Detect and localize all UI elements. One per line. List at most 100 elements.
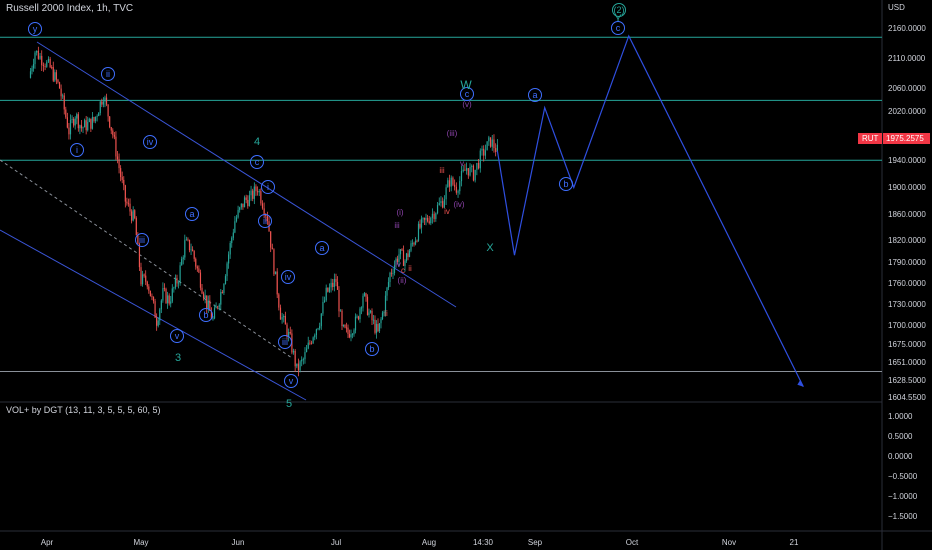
candle-body [289,332,291,334]
candle-body [173,287,175,289]
candle-body [428,221,430,224]
candle-body [330,282,332,288]
wave-label: X [486,242,494,254]
price-tick-label: 1900.0000 [888,183,926,192]
candle-body [146,281,148,287]
candle-body [374,319,376,333]
candle-body [93,117,95,122]
wave-label: iv [395,260,401,269]
wave-label: v [289,376,294,386]
candle-body [79,125,81,129]
candle-body [472,165,475,181]
candle-body [384,295,387,313]
candle-body [231,237,233,244]
candle-body [447,180,449,188]
candle-body [66,117,68,128]
candle-body [338,289,340,312]
candle-body [166,295,169,304]
candle-body [250,190,252,196]
candle-body [212,318,214,320]
candle-body [217,306,219,308]
candle-body [149,290,151,297]
candle-body [307,342,309,349]
candle-body [47,58,50,62]
candle-body [363,293,366,296]
channel-lower-line [0,229,307,401]
volume-tick-label: −1.5000 [888,512,918,521]
price-tick-label: 1790.0000 [888,258,926,267]
wave-label: (2) [614,5,625,15]
candle-body [68,127,70,135]
candle-body [455,186,457,193]
candle-body [356,316,358,318]
wave-label: 4 [254,136,260,148]
wave-label: i [76,145,78,155]
candle-body [483,148,485,156]
candle-body [60,88,62,97]
candle-body [207,300,209,309]
candle-body [344,324,346,328]
candle-body [292,350,295,353]
price-candles [29,46,498,377]
volume-tick-label: 1.0000 [888,412,913,421]
candle-body [223,283,225,294]
candle-body [235,217,238,222]
candle-body [159,309,161,321]
time-tick-label: Apr [41,538,54,547]
candle-body [77,114,79,129]
candle-body [192,249,194,252]
candle-body [284,315,286,325]
candle-body [131,211,133,221]
candle-body [347,327,349,335]
candle-body [232,232,234,238]
candle-body [137,235,139,244]
price-tick-label: 2020.0000 [888,107,926,116]
wave-label: iv [147,137,154,147]
wave-label: v [175,331,180,341]
candle-body [297,363,300,371]
candle-body [299,361,301,371]
candle-body [466,168,468,171]
candle-body [454,184,456,187]
wave-label: (iv) [453,200,464,209]
candle-body [423,217,426,220]
candle-body [247,199,249,207]
wave-label-ring [365,342,379,356]
candle-body [353,330,355,335]
candle-body [402,250,405,266]
candle-body [381,312,384,320]
candle-body [372,319,375,321]
candle-body [182,257,184,259]
candle-body [156,317,158,326]
candle-body [187,239,189,241]
candle-body [252,190,254,199]
candle-body [286,324,288,337]
wave-label-ring [135,233,149,247]
current-price-value: 1975.2575 [886,134,924,143]
candle-body [257,191,259,193]
candle-body [393,265,396,274]
price-axis-ticks: 2160.0000 2110.0000 2060.0000 2020.0000 1940… [888,24,926,402]
candle-body [171,288,173,302]
time-tick-label: 14:30 [473,538,494,547]
candle-body [274,271,277,275]
wave-label-ring [170,329,184,343]
candle-body [39,55,41,59]
candle-body [109,116,111,128]
candle-body [195,258,197,267]
candle-body [116,156,119,160]
candle-body [157,320,159,326]
candle-body [115,136,117,157]
candle-body [110,127,112,131]
wave-label-ring [278,335,292,349]
candle-body [84,120,86,128]
wave-label: c [616,23,621,33]
wave-label-ring [261,180,275,194]
candle-body [37,50,39,59]
candle-body [174,278,177,288]
candle-body [493,139,495,149]
candle-body [74,118,76,126]
candle-body [341,310,343,327]
candle-body [378,323,381,332]
